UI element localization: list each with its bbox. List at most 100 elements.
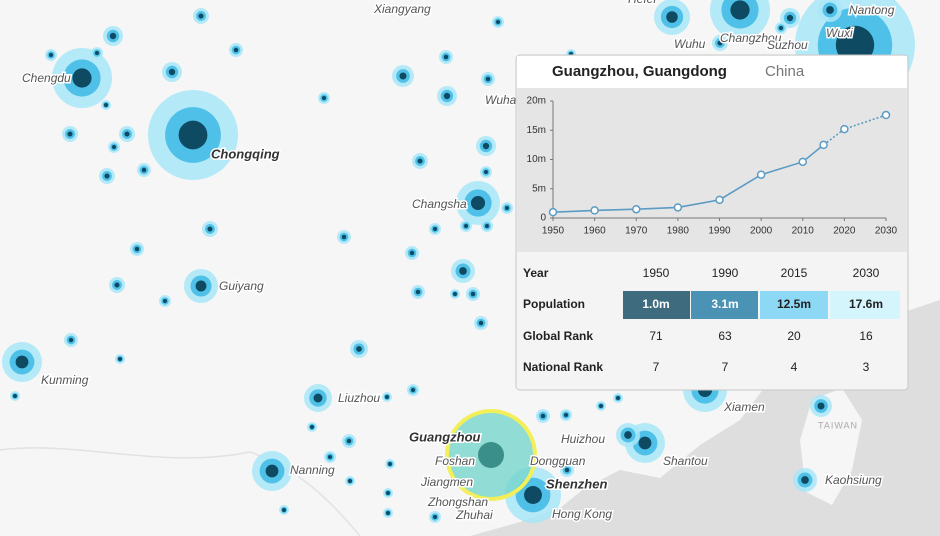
x-tick-label: 1980 [667,226,690,237]
city-label: Xiamen [723,400,765,414]
table-cell: 17.6m [849,297,883,311]
bubble-core[interactable] [118,357,122,361]
population-cell [691,291,758,319]
bubble-core[interactable] [49,53,53,57]
bubble-core[interactable] [666,11,678,23]
bubble-core[interactable] [717,40,723,46]
bubble-core[interactable] [95,51,99,55]
bubble-core[interactable] [399,72,407,80]
bubble-core[interactable] [564,467,570,473]
bubble-core[interactable] [485,76,491,82]
city-label: Changzhou [720,31,782,45]
city-label: Chengdu [22,71,71,85]
bubble-core[interactable] [385,395,389,399]
bubble-core[interactable] [540,413,546,419]
bubble-core[interactable] [109,32,117,40]
bubble-core[interactable] [443,92,451,100]
bubble-core[interactable] [141,167,147,173]
bubble-core[interactable] [624,431,632,439]
bubble-core[interactable] [112,145,116,149]
bubble-core[interactable] [198,13,204,19]
city-label: Changsha [412,197,467,211]
bubble-core[interactable] [168,68,176,76]
bubble-core[interactable] [433,515,437,519]
bubble-core[interactable] [195,280,207,292]
bubble-core[interactable] [417,158,423,164]
bubble-core[interactable] [386,511,390,515]
population-cell [830,291,900,319]
table-cell: 12.5m [777,297,811,311]
bubble-core[interactable] [341,234,347,240]
bubble-core[interactable] [313,393,323,403]
bubble-core[interactable] [779,26,783,30]
bubble-core[interactable] [730,0,750,20]
bubble-core[interactable] [478,320,484,326]
bubble-core[interactable] [482,142,490,150]
bubble-core[interactable] [72,68,92,88]
bubble-core[interactable] [134,246,140,252]
bubble-core[interactable] [470,291,476,297]
bubble-core[interactable] [638,436,652,450]
table-header-cell: 2030 [853,266,880,280]
city-label: Liuzhou [338,391,380,405]
bubble-core[interactable] [801,476,809,484]
projection-point [840,124,849,134]
bubble-core[interactable] [310,425,314,429]
bubble-core[interactable] [13,394,17,398]
bubble-core[interactable] [178,120,208,150]
bubble-core[interactable] [484,170,488,174]
bubble-core[interactable] [433,227,437,231]
projection-line [823,114,887,146]
bubble-core[interactable] [15,355,29,369]
bubble-core[interactable] [453,292,457,296]
bubble-core[interactable] [388,462,392,466]
y-tick-label: 10m [527,154,546,165]
bubble-core[interactable] [409,250,415,256]
bubble-core[interactable] [68,337,74,343]
table-cell: 63 [718,329,732,343]
bubble-core[interactable] [599,404,603,408]
bubble-core[interactable] [328,455,332,459]
bubble-core[interactable] [459,267,467,275]
point [798,157,807,167]
bubble-core[interactable] [356,346,362,352]
bubble-core[interactable] [415,289,421,295]
bubble-core[interactable] [505,206,509,210]
bubble-core[interactable] [616,396,620,400]
bubble-core[interactable] [348,479,352,483]
point [673,203,683,212]
bubble-core[interactable] [564,413,568,417]
city-label: Guangzhou [409,429,481,444]
bubble-core[interactable] [470,195,486,211]
bubble-core[interactable] [817,402,825,410]
bubble-core[interactable] [265,464,279,478]
bubble-core[interactable] [826,6,834,14]
city-label: Kaohsiung [825,473,882,487]
table-cell: 7 [722,360,729,374]
bubble-core[interactable] [124,131,130,137]
point [590,206,599,215]
bubble-core[interactable] [464,224,468,228]
bubble-core[interactable] [282,508,286,512]
bubble-core[interactable] [485,224,489,228]
bubble-core[interactable] [104,173,110,179]
bubble-core[interactable] [496,20,500,24]
bubble-core[interactable] [207,226,213,232]
bubble-core[interactable] [524,486,542,504]
bubble-core[interactable] [67,131,73,137]
bubble-core[interactable] [322,96,326,100]
x-tick-label: 1960 [584,226,607,237]
popup-country: China [765,63,805,80]
bubble-core[interactable] [114,282,120,288]
y-tick-label: 0 [540,213,546,224]
bubble-core[interactable] [163,299,167,303]
city-label: Guiyang [219,279,264,293]
bubble-core[interactable] [346,438,352,444]
bubble-core[interactable] [443,54,449,60]
bubble-core[interactable] [786,14,794,22]
bubble-core[interactable] [386,491,390,495]
bubble-core[interactable] [104,103,108,107]
population-cell [623,291,690,319]
bubble-core[interactable] [411,388,415,392]
bubble-core[interactable] [233,47,239,53]
